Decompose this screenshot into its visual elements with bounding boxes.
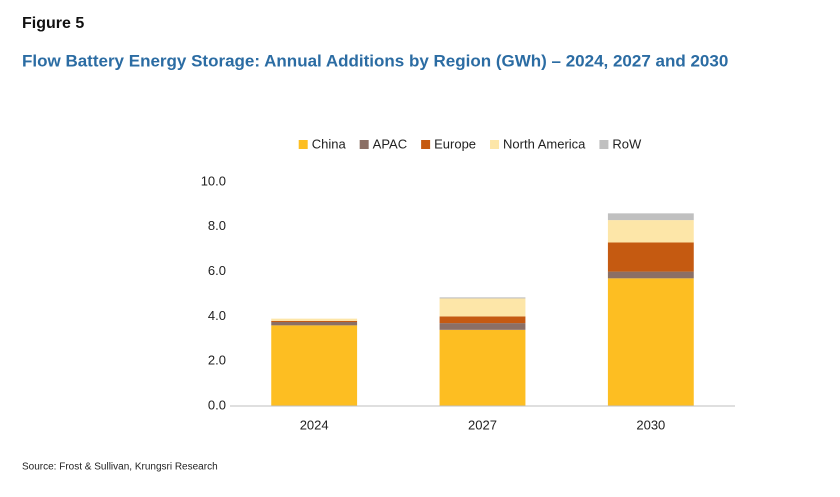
legend-label: Europe <box>434 136 476 151</box>
bar-segment <box>439 329 526 406</box>
x-tick-label: 2027 <box>468 417 497 432</box>
x-tick-label: 2024 <box>300 417 329 432</box>
bar-segment <box>607 242 694 272</box>
y-tick-label: 0.0 <box>208 397 226 412</box>
y-tick-label: 8.0 <box>208 218 226 233</box>
legend-swatch <box>298 140 308 149</box>
bar-segment <box>271 322 358 326</box>
y-tick-label: 10.0 <box>201 173 226 188</box>
source: Source: Frost & Sullivan, Krungsri Resea… <box>22 462 218 473</box>
legend-label: North America <box>503 136 586 151</box>
legend-swatch <box>421 140 431 149</box>
bar-segment <box>439 316 526 324</box>
bar-segment <box>607 213 694 221</box>
bar-segment <box>439 323 526 330</box>
bar-segment <box>607 271 694 279</box>
y-tick-label: 4.0 <box>208 308 226 323</box>
bar-segment <box>271 325 358 406</box>
y-tick-label: 2.0 <box>208 353 226 368</box>
bar-segment <box>439 297 526 299</box>
legend-swatch <box>490 140 500 149</box>
bar-segment <box>271 320 358 322</box>
chart-title: Flow Battery Energy Storage: Annual Addi… <box>22 51 728 70</box>
y-tick-label: 6.0 <box>208 263 226 278</box>
figure-label: Figure 5 <box>22 15 84 32</box>
bar-segment <box>607 278 694 406</box>
legend-label: RoW <box>612 136 642 151</box>
legend-label: APAC <box>373 136 407 151</box>
legend-swatch <box>359 140 369 149</box>
bar-segment <box>439 298 526 317</box>
bar-segment <box>271 318 358 321</box>
legend-label: China <box>312 136 347 151</box>
bar-segment <box>607 220 694 243</box>
legend-swatch <box>599 140 609 149</box>
x-tick-label: 2030 <box>636 417 665 432</box>
